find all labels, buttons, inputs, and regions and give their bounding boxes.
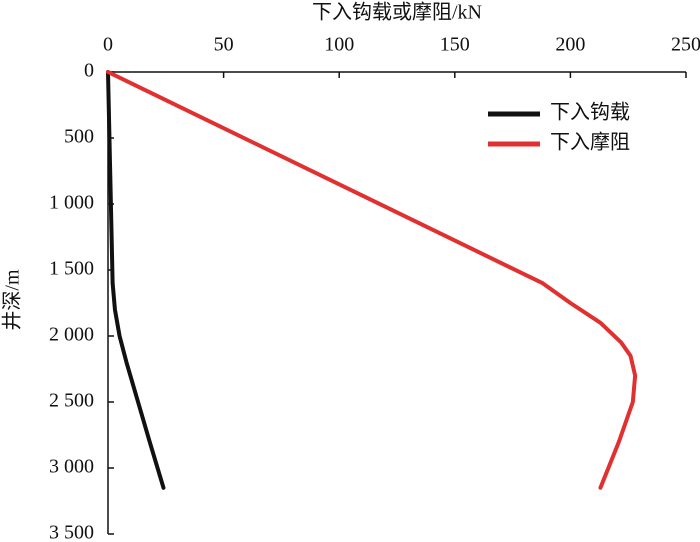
legend-label: 下入钩载 bbox=[550, 101, 630, 124]
y-tick-label: 500 bbox=[64, 126, 94, 148]
x-tick-label: 250 bbox=[671, 34, 700, 56]
x-tick-label: 150 bbox=[440, 34, 470, 56]
y-tick-label: 0 bbox=[84, 60, 94, 82]
series-line bbox=[106, 70, 638, 490]
y-axis-title: 井深/m bbox=[1, 269, 24, 331]
y-tick-label: 2 500 bbox=[49, 390, 94, 412]
x-axis-title: 下入钩载或摩阻/kN bbox=[312, 1, 482, 24]
x-tick-label: 0 bbox=[103, 34, 113, 56]
x-tick-label: 50 bbox=[214, 34, 234, 56]
y-tick-label: 1 500 bbox=[49, 258, 94, 280]
x-tick-label: 100 bbox=[324, 34, 354, 56]
y-tick-label: 2 000 bbox=[49, 324, 94, 346]
legend-label: 下入摩阻 bbox=[550, 131, 630, 154]
y-tick-label: 1 000 bbox=[49, 192, 94, 214]
y-tick-label: 3 000 bbox=[49, 456, 94, 478]
series-line bbox=[106, 70, 166, 490]
y-tick-label: 3 500 bbox=[49, 522, 94, 542]
x-tick-label: 200 bbox=[555, 34, 585, 56]
